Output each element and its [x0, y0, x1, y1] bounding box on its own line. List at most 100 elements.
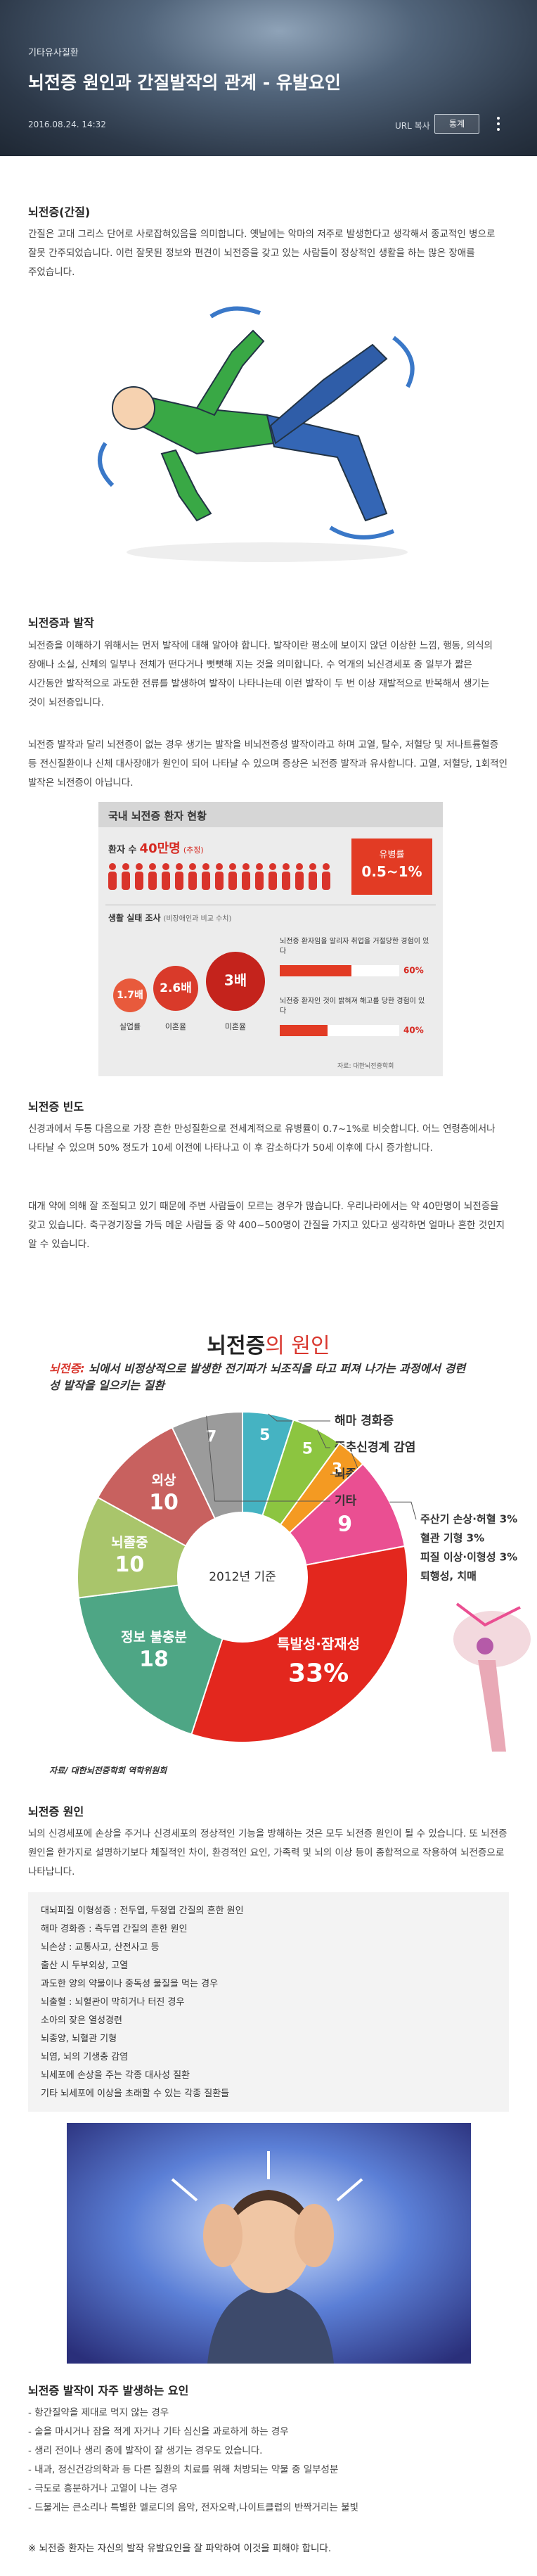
cause-item: 뇌세포에 손상을 주는 각종 대사성 질환 — [41, 2070, 190, 2081]
person-head — [242, 863, 250, 870]
person-body — [175, 872, 183, 890]
motion-arrow — [392, 336, 415, 388]
pie-slice — [171, 1410, 243, 1520]
infographic: 국내 뇌전증 환자 현황 환자 수 40만명 (추정) 유병률 0.5~1% 생… — [98, 802, 443, 1076]
note: ※ 뇌전증 환자는 자신의 발작 유발요인을 잘 파악하여 이것을 피해야 합니… — [28, 2543, 332, 2554]
cause-item: 해마 경화증 : 측두엽 간질의 흔한 원인 — [41, 1924, 188, 1934]
prevalence-box: 유병률 0.5~1% — [351, 839, 432, 895]
dot — [497, 122, 500, 125]
cause-item: 과도한 양의 약물이나 중독성 물질을 먹는 경우 — [41, 1979, 219, 1989]
person-head — [136, 863, 143, 870]
slice-note: 피질 이상·이형성 3% — [420, 1551, 517, 1564]
chart-title-main: 뇌전증 — [207, 1334, 266, 1358]
person-head — [269, 863, 276, 870]
person-body — [228, 872, 237, 890]
slice-name: 해마 경화증 — [335, 1414, 394, 1428]
paragraph: 대개 약에 의해 잘 조절되고 있기 때문에 주변 사람들이 모르는 경우가 많… — [28, 1201, 505, 1250]
factor-item: - 술을 마시거나 잠을 적게 자거나 기타 심신을 과로하게 하는 경우 — [28, 2426, 289, 2437]
section-heading: 뇌전증 빈도 — [28, 1100, 84, 1114]
slice-value: 10 — [115, 1552, 145, 1577]
subtitle-term: 뇌전증: — [49, 1362, 85, 1375]
leader-line — [206, 1415, 330, 1502]
person-body — [135, 872, 143, 890]
arrow — [455, 1602, 521, 1627]
hand — [295, 2204, 334, 2267]
slice-name: 중추신경계 감염 — [335, 1441, 415, 1455]
bar-value-label: 40% — [403, 1026, 424, 1035]
leader-line — [317, 1429, 330, 1448]
slice-note: 퇴행성, 치매 — [420, 1570, 477, 1583]
person-body — [268, 872, 277, 890]
slice-name: 기타 — [335, 1494, 357, 1508]
leg — [269, 343, 388, 445]
pie-slice — [77, 1584, 224, 1735]
leg — [266, 414, 388, 522]
cause-item: 기타 뇌세포에 이상을 초래할 수 있는 각종 질환들 — [41, 2089, 230, 2099]
person-body — [215, 872, 224, 890]
person-head — [122, 863, 129, 870]
stats-label: 통계 — [448, 119, 465, 129]
brain-illustration — [453, 1602, 531, 1752]
people-icons — [108, 863, 330, 890]
slice-value: 7 — [206, 1428, 216, 1446]
slice-value: 9 — [337, 1512, 352, 1536]
bubble — [113, 978, 147, 1012]
bar-text-box: 뇌전증 환자임을 알리자 취업을 거절당한 경험이 있다 — [280, 938, 429, 955]
person-body — [108, 872, 117, 890]
dot — [497, 128, 500, 131]
bubble-label: 미혼율 — [225, 1022, 246, 1031]
dot — [497, 117, 500, 120]
more-icon[interactable] — [495, 115, 502, 132]
person-head — [256, 863, 263, 870]
paragraph: 뇌의 신경세포에 손상을 주거나 신경세포의 정상적인 기능을 방해하는 것은 … — [28, 1828, 507, 1877]
bar-value-label: 60% — [403, 966, 424, 976]
person-body — [188, 872, 197, 890]
cause-item: 뇌출혈 : 뇌혈관이 막히거나 터진 경우 — [41, 1997, 185, 2008]
person-head — [229, 863, 236, 870]
factor-item: - 생리 전이나 생리 중에 발작이 잘 생기는 경우도 있습니다. — [28, 2445, 263, 2456]
slice-name: 정보 불충분 — [121, 1630, 187, 1645]
stats-button[interactable]: 통계 — [434, 114, 479, 134]
cause-item: 뇌종양, 뇌혈관 기형 — [41, 2034, 117, 2044]
cause-box — [28, 1892, 509, 2112]
slice-value: 5 — [302, 1441, 313, 1458]
cause-item: 대뇌피질 이형성증 : 전두엽, 두정엽 간질의 흔한 원인 — [41, 1906, 244, 1916]
infographic-title: 국내 뇌전증 환자 현황 — [108, 810, 207, 822]
category[interactable]: 기타유사질환 — [28, 48, 79, 58]
person-body — [309, 872, 317, 890]
slice-value: 18 — [139, 1647, 169, 1672]
chart-title-sub: 의 원인 — [265, 1334, 330, 1358]
person-head — [149, 863, 156, 870]
person-body — [322, 872, 330, 890]
patients-note: (추정) — [183, 846, 204, 855]
bubble-value: 3배 — [224, 972, 247, 989]
arm — [160, 449, 212, 522]
bar-text-box: 뇌전증 환자인 것이 밝혀져 해고를 당한 경험이 있다 — [280, 997, 425, 1015]
motion-arrow — [209, 306, 261, 319]
post-title: 뇌전증 원인과 간질발작의 관계 - 유발요인 — [28, 72, 341, 93]
person-body — [295, 872, 304, 890]
person-body — [162, 872, 170, 890]
seizure-illustration — [98, 306, 415, 562]
cause-infographic: 뇌전증의 원인 뇌전증: 뇌에서 비정상적으로 발생한 전기파가 뇌조직을 타고… — [0, 1308, 537, 1787]
person-body — [202, 872, 210, 890]
slice-note: 주산기 손상·허혈 3% — [420, 1513, 517, 1526]
infographic-source: 자료: 대한뇌전증학회 — [337, 1063, 394, 1070]
cause-item: 뇌손상 : 교통사고, 산전사고 등 — [41, 1942, 160, 1953]
slice-value: 5 — [259, 1427, 270, 1444]
person-head — [296, 863, 303, 870]
prevalence-label: 유병률 — [379, 850, 405, 860]
chart-source: 자료/ 대한뇌전증학회 역학위원회 — [49, 1766, 167, 1775]
section-heading: 뇌전증 발작이 자주 발생하는 요인 — [28, 2384, 189, 2397]
url-copy[interactable]: URL 복사 — [395, 121, 430, 131]
slice-note: 혈관 기형 3% — [420, 1532, 484, 1545]
cause-item: 뇌염, 뇌의 기생충 감염 — [41, 2052, 129, 2062]
bar-text: 뇌전증 환자인 것이 밝혀져 해고를 당한 경험이 있다 — [280, 997, 425, 1015]
survey-title: 생활 실태 조사 — [108, 913, 161, 923]
pie-slice — [190, 1545, 408, 1743]
person-head — [323, 863, 330, 870]
leader-line — [389, 1501, 417, 1520]
chart-subtitle: 뇌에서 비정상적으로 발생한 전기파가 뇌조직을 타고 퍼져 나가는 과정에서 … — [49, 1362, 466, 1392]
person-head — [189, 863, 196, 870]
factor-item: - 내과, 정신건강의학과 등 다른 질환의 치료를 위해 처방되는 약물 중 … — [28, 2464, 339, 2475]
